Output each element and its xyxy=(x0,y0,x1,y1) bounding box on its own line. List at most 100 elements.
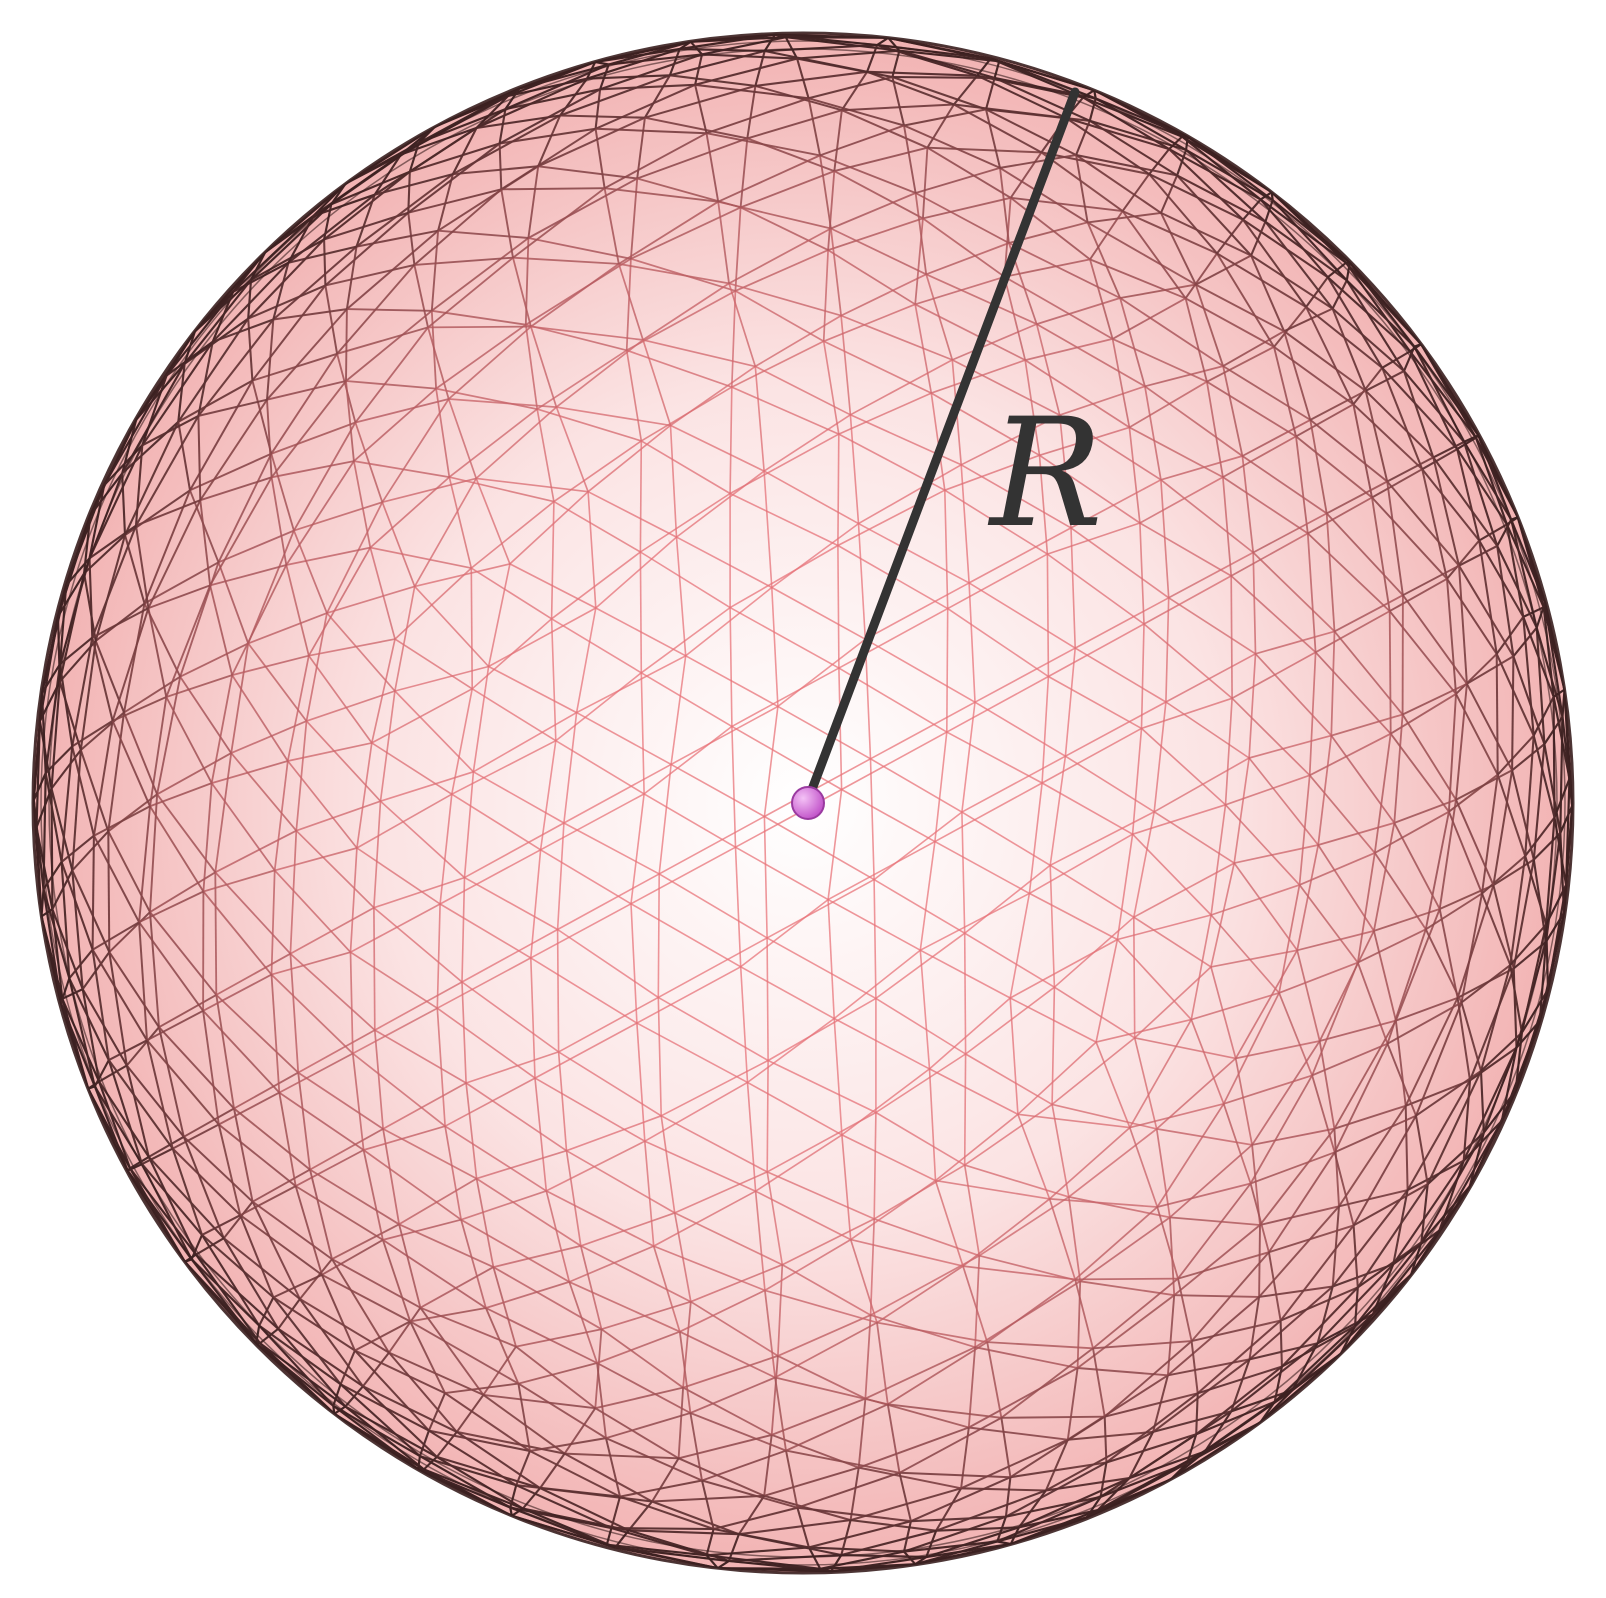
mesh-edge xyxy=(409,142,500,173)
mesh-edge xyxy=(1059,385,1146,416)
mesh-edge xyxy=(717,154,821,203)
mesh-edge xyxy=(515,1484,612,1530)
mesh-edge xyxy=(1248,734,1332,759)
mesh-edge xyxy=(1177,1251,1270,1280)
mesh-edge xyxy=(974,1346,1078,1369)
mesh-edge xyxy=(345,246,358,310)
mesh-edge xyxy=(974,647,1076,703)
mesh-edge xyxy=(595,536,678,609)
mesh-edge xyxy=(679,1330,776,1379)
mesh-edge xyxy=(1371,497,1391,612)
mesh-edge xyxy=(498,143,503,190)
mesh-edge xyxy=(841,109,928,149)
mesh-edge xyxy=(1338,1189,1408,1208)
mesh-edge xyxy=(123,675,181,714)
mesh-edge xyxy=(471,618,553,690)
mesh-edge xyxy=(419,1307,485,1396)
mesh-edge xyxy=(50,749,82,790)
mesh-edge xyxy=(198,398,268,417)
mesh-edge xyxy=(1222,1103,1252,1184)
mesh-edge xyxy=(485,1307,598,1364)
mesh-edge xyxy=(407,212,416,266)
mesh-edge xyxy=(639,492,731,553)
mesh-edge xyxy=(111,720,151,807)
mesh-edge xyxy=(1231,651,1317,700)
mesh-edge xyxy=(985,109,1001,169)
mesh-edge xyxy=(892,75,995,79)
mesh-edge xyxy=(529,1450,621,1498)
mesh-edge xyxy=(1100,1433,1197,1498)
mesh-edge xyxy=(734,847,742,967)
mesh-edge xyxy=(1008,242,1121,299)
mesh-edge xyxy=(1230,575,1317,653)
mesh-edge xyxy=(166,674,233,698)
mesh-edge xyxy=(1160,174,1179,214)
mesh-edge xyxy=(183,279,252,365)
mesh-edge xyxy=(1068,1128,1158,1198)
mesh-edge xyxy=(71,830,110,872)
mesh-edge xyxy=(1116,834,1134,940)
mesh-edge xyxy=(747,1081,843,1136)
mesh-edge xyxy=(1080,1280,1175,1297)
mesh-edge xyxy=(1051,987,1056,1105)
mesh-edge xyxy=(1333,1152,1355,1226)
mesh-edge xyxy=(1334,594,1404,633)
mesh-edge xyxy=(71,749,82,871)
mesh-edge xyxy=(210,782,276,871)
mesh-edge xyxy=(797,1471,900,1509)
mesh-edge xyxy=(1028,782,1043,894)
mesh-edge xyxy=(951,323,1038,361)
mesh-edge xyxy=(1143,623,1233,699)
mesh-edge xyxy=(617,263,644,341)
mesh-edge xyxy=(476,477,589,493)
mesh-edge xyxy=(326,612,396,692)
mesh-edge xyxy=(1353,1183,1429,1227)
mesh-edge xyxy=(247,642,308,722)
mesh-edge xyxy=(796,1507,810,1548)
mesh-edge xyxy=(618,263,730,285)
mesh-edge xyxy=(65,557,91,586)
mesh-edge xyxy=(636,966,742,1024)
mesh-edge xyxy=(407,171,411,213)
mesh-edge xyxy=(545,1190,655,1247)
mesh-edge xyxy=(1222,365,1244,457)
mesh-edge xyxy=(833,170,924,220)
mesh-edge xyxy=(394,638,473,690)
mesh-edge xyxy=(651,1457,680,1503)
mesh-edge xyxy=(1325,513,1336,632)
mesh-edge xyxy=(963,1053,967,1166)
mesh-edge xyxy=(527,166,540,239)
mesh-edge xyxy=(1562,805,1573,913)
mesh-edge xyxy=(679,1289,766,1333)
mesh-edge xyxy=(690,1376,776,1414)
mesh-edge xyxy=(644,74,671,119)
mesh-edge xyxy=(1248,1296,1261,1360)
mesh-edge xyxy=(1338,1105,1407,1207)
mesh-edge xyxy=(875,1111,966,1166)
mesh-edge xyxy=(1462,441,1499,547)
mesh-edge xyxy=(935,1179,1050,1200)
mesh-edge xyxy=(509,1484,518,1508)
mesh-edge xyxy=(524,324,539,410)
mesh-edge xyxy=(349,952,354,1054)
mesh-edge xyxy=(1283,330,1312,421)
mesh-edge xyxy=(355,173,454,248)
mesh-edge xyxy=(108,911,151,953)
mesh-edge xyxy=(1065,701,1167,757)
mesh-edge xyxy=(1460,1002,1482,1072)
mesh-edge xyxy=(599,64,610,90)
mesh-edge xyxy=(1352,1225,1359,1288)
mesh-edge xyxy=(550,618,557,741)
mesh-edge xyxy=(409,108,506,173)
mesh-edge xyxy=(771,1397,866,1436)
mesh-edge xyxy=(557,873,660,931)
mesh-edge xyxy=(919,892,1030,951)
mesh-edge xyxy=(1456,997,1471,1081)
mesh-edge xyxy=(209,476,273,586)
mesh-edge xyxy=(606,1543,707,1557)
mesh-edge xyxy=(58,664,74,747)
mesh-edge xyxy=(1250,1151,1336,1185)
mesh-edge xyxy=(91,949,110,1061)
mesh-edge xyxy=(83,573,97,642)
